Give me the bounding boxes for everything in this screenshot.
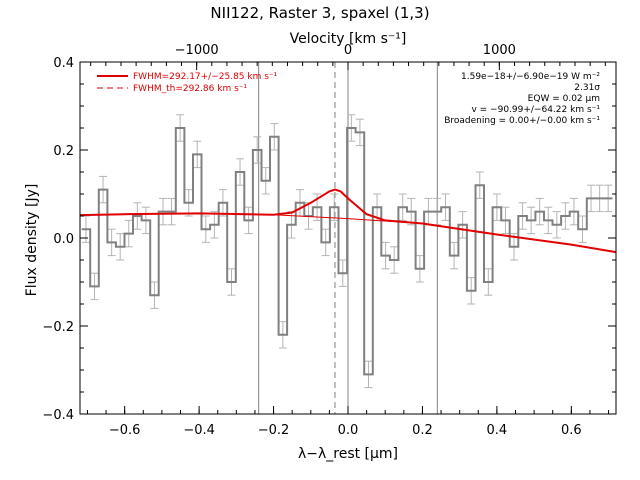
top-tick-label: 1000 [483,43,516,58]
spectrum-point [145,219,147,221]
spectrum-point [521,215,524,217]
annotation-eqw: EQW = 0.02 μm [528,94,600,104]
spectrum-point [487,281,489,283]
spectrum-point [93,285,96,287]
spectrum-point [530,219,532,221]
spectrum-point [436,211,438,213]
spectrum-point [599,197,601,199]
x-axis-title: λ−λ_rest [μm] [298,446,398,462]
x-tick-label: 0.6 [561,423,582,438]
spectrum-point [128,233,130,235]
legend-label-fwhm-th: FWHM_th=292.86 km s⁻¹ [133,84,248,94]
spectrum-point [342,272,344,274]
spectrum-point [513,246,515,248]
legend-label-fwhm: FWHM=292.17+/−25.85 km s⁻¹ [133,72,278,82]
spectrum-point [410,211,412,213]
spectrum-point [590,197,592,199]
spectrum-point [573,211,575,213]
spectrum-point [470,290,472,292]
gaussian-fit-line [79,188,617,254]
spectrum-point [119,246,121,248]
spectrum-point [496,206,498,208]
spectrum-point [367,373,370,375]
spectrum-point [205,228,207,230]
annotation-line-flux: 1.59e−18+/−6.90e−19 W m⁻² [461,72,600,82]
spectrum-point [153,294,156,296]
spectrum-point [102,189,104,191]
spectrum-point [170,211,173,213]
spectrum-point [359,131,361,133]
spectrum-point [479,184,481,186]
top-tick-label: −1000 [175,43,219,58]
spectrum-point [556,224,558,226]
spectrum-point [393,259,395,261]
spectrum-point [384,255,387,257]
x-tick-label: −0.4 [183,423,215,438]
chart-title: NII122, Raster 3, spaxel (1,3) [210,4,429,22]
spectrum-point [504,219,507,221]
spectrum-point [333,206,335,208]
spectrum-point [239,171,241,173]
spectrum-point [462,224,464,226]
spectrum-point [547,219,549,221]
spectrum-point [444,206,447,208]
spectrum-point [179,127,181,129]
spectrum-point [111,241,113,243]
spectrum-point [290,224,293,226]
spectrum-point [230,281,233,283]
spectrum-point [539,211,541,213]
spectrum-point [453,255,455,257]
spectrum-point [427,211,429,213]
x-tick-label: 0.0 [338,423,359,438]
spectrum-point [248,219,250,221]
top-tick-label: 0 [344,43,352,58]
x-tick-label: 0.4 [487,423,508,438]
y-tick-label: 0.4 [53,56,74,71]
spectrum-point [419,268,421,270]
top-axis-title: Velocity [km s⁻¹] [290,31,407,47]
x-tick-label: 0.2 [412,423,433,438]
spectrum-point [136,215,138,217]
spectrum-point [581,228,584,230]
spectrum-point [325,241,327,243]
spectrum-point [402,206,404,208]
spectrum-point [265,180,267,182]
spectrum-point [85,228,87,230]
spectrum-point [162,211,164,213]
spectrum-point [273,136,275,138]
spectrum-point [299,202,301,204]
y-tick-label: −0.4 [42,408,74,423]
axes: −0.6 −0.4 −0.2 0.0 0.2 0.4 0.6 −0.4 −0.2 0.0 0.2 0.… [42,43,616,438]
spectrum-point [256,149,258,151]
spectrum-point [564,215,566,217]
y-tick-label: −0.2 [42,320,74,335]
annotation-significance: 2.31σ [574,83,600,93]
x-tick-label: −0.2 [258,423,290,438]
spectrum-point [222,202,224,204]
x-tick-label: −0.6 [109,423,141,438]
spectrum-point [213,224,215,226]
y-tick-label: 0.0 [53,232,74,247]
plot-area [79,62,617,414]
spectrum-point [188,202,190,204]
spectrum-point [282,334,284,336]
spectrum-point [196,153,198,155]
annotation-velocity: v = −90.99+/−64.22 km s⁻¹ [471,105,600,115]
spectrum-point [607,197,609,199]
y-axis-title: Flux density [Jy] [24,184,40,297]
legend: FWHM=292.17+/−25.85 km s⁻¹ FWHM_th=292.8… [97,72,278,94]
spectrum-point [316,206,318,208]
fit-annotations: 1.59e−18+/−6.90e−19 W m⁻² 2.31σ EQW = 0.… [444,72,600,126]
y-tick-label: 0.2 [53,144,74,159]
annotation-broadening: Broadening = 0.00+/−0.00 km s⁻¹ [444,116,600,126]
spectrum-point [376,206,378,208]
spectrum-step-line [81,127,613,376]
spectrum-point [350,127,352,129]
